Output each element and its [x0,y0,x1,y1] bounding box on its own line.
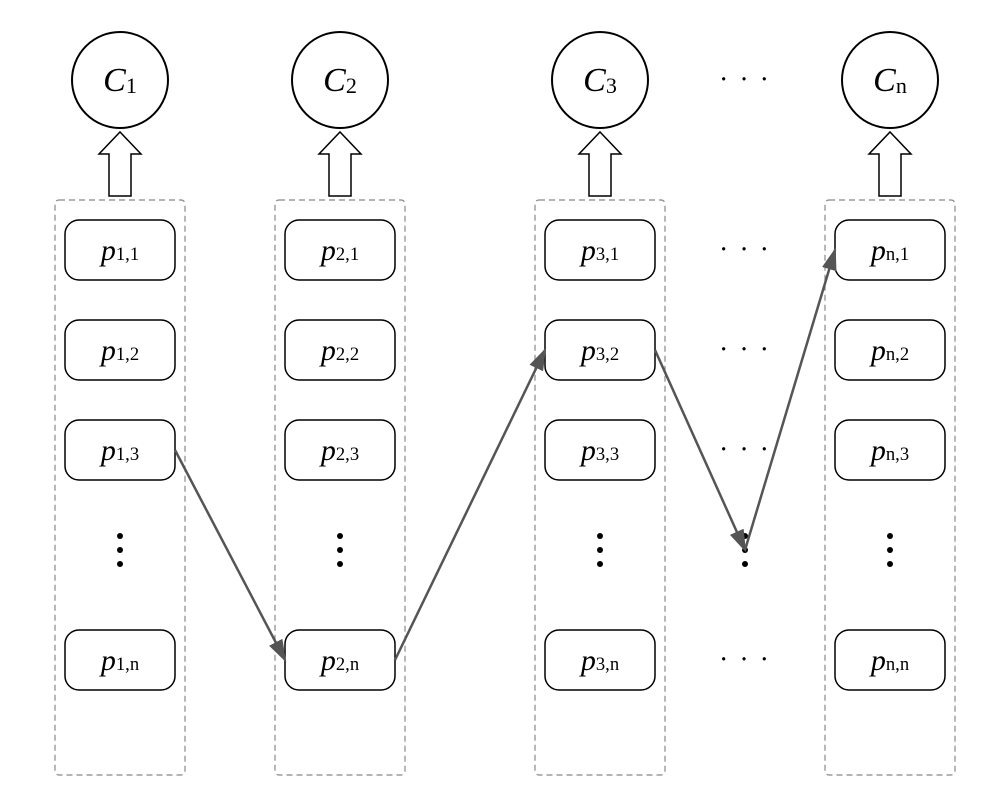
hdots: · · · [719,645,771,676]
vdots [117,547,123,553]
vdots [337,533,343,539]
diagram-canvas: C1p1,1p1,2p1,3p1,nC2p2,1p2,2p2,3p2,nC3p3… [0,0,1000,801]
path-arrow [395,350,545,660]
vdots [887,561,893,567]
aggregate-arrow [99,132,141,196]
aggregate-arrow [869,132,911,196]
hdots: · · · [719,435,771,466]
path-arrow [745,250,835,550]
hdots: · · · [719,235,771,266]
vdots [597,533,603,539]
vdots [887,533,893,539]
aggregate-arrow [319,132,361,196]
hdots: · · · [719,65,771,96]
path-arrow [175,450,285,660]
vdots [597,547,603,553]
vdots [597,561,603,567]
aggregate-arrow [579,132,621,196]
vdots [742,533,748,539]
vdots [337,561,343,567]
vdots [117,533,123,539]
vdots [337,547,343,553]
hdots: · · · [719,335,771,366]
vdots [887,547,893,553]
vdots [117,561,123,567]
vdots [742,561,748,567]
